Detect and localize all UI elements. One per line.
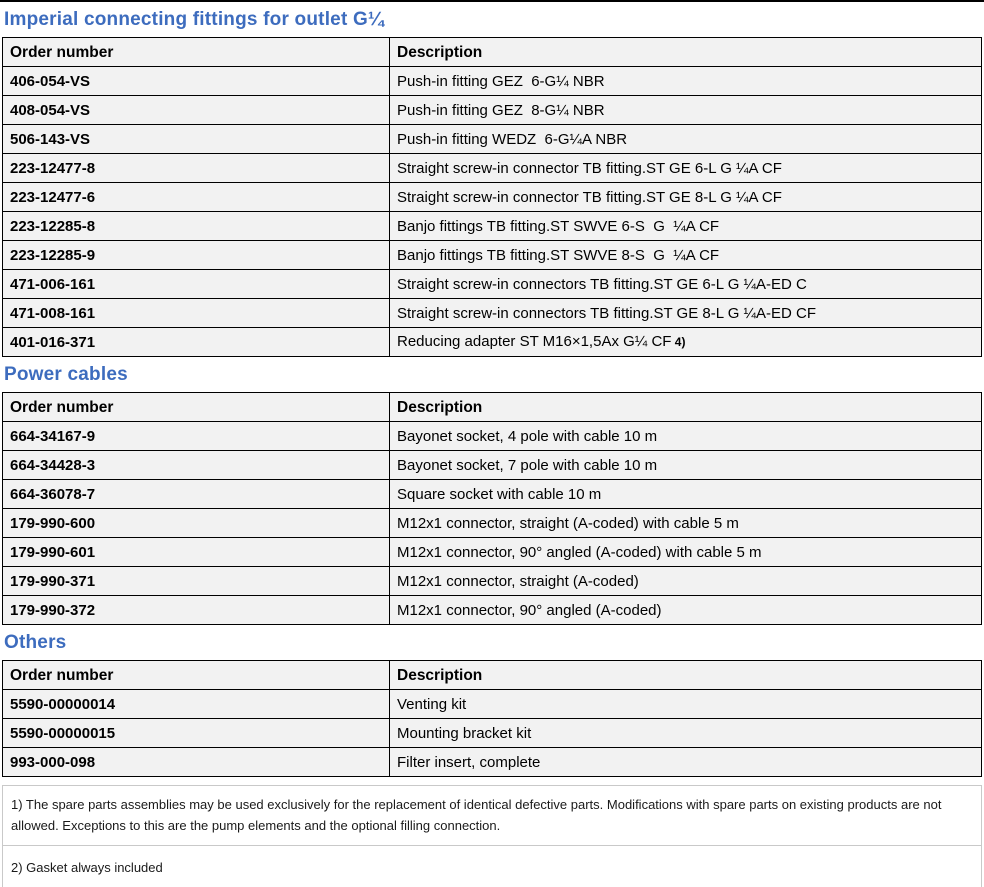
description-cell: Bayonet socket, 7 pole with cable 10 m [389,450,982,480]
description-cell: Straight screw-in connectors TB fitting.… [389,269,982,299]
order-number-cell: 993-000-098 [2,747,390,777]
description-cell: Push-in fitting GEZ 6-G¼ NBR [389,66,982,96]
section-imperial-fittings: Imperial connecting fittings for outlet … [0,9,984,357]
order-number-cell: 179-990-600 [2,508,390,538]
order-number-cell: 223-12477-6 [2,182,390,212]
table-row: 179-990-600 M12x1 connector, straight (A-… [2,508,982,538]
table-row: 406-054-VS Push-in fitting GEZ 6-G¼ NBR [2,66,982,96]
order-number-cell: 506-143-VS [2,124,390,154]
footnotes-box: 1) The spare parts assemblies may be use… [2,785,982,887]
order-number-cell: 223-12285-8 [2,211,390,241]
order-number-cell: 664-36078-7 [2,479,390,509]
description-cell: Square socket with cable 10 m [389,479,982,509]
table-row: 993-000-098 Filter insert, complete [2,747,982,777]
others-table: Order number Description 5590-00000014 Ve… [2,660,982,777]
order-number-cell: 5590-00000015 [2,718,390,748]
description-cell: Mounting bracket kit [389,718,982,748]
footnote-ref: 4) [671,335,686,349]
column-header-order-number: Order number [2,392,390,422]
order-number-cell: 408-054-VS [2,95,390,125]
column-header-order-number: Order number [2,660,390,690]
column-header-description: Description [389,37,982,67]
table-row: 5590-00000014 Venting kit [2,689,982,719]
order-number-cell: 664-34167-9 [2,421,390,451]
order-number-cell: 406-054-VS [2,66,390,96]
imperial-fittings-table: Order number Description 406-054-VS Push-… [2,37,982,357]
table-row: 223-12477-6 Straight screw-in connector T… [2,182,982,212]
table-row: 471-006-161 Straight screw-in connectors … [2,269,982,299]
table-row: 223-12285-9 Banjo fittings TB fitting.ST … [2,240,982,270]
description-cell: M12x1 connector, straight (A-coded) with… [389,508,982,538]
column-header-description: Description [389,392,982,422]
table-row: 5590-00000015 Mounting bracket kit [2,718,982,748]
table-row: 664-34428-3 Bayonet socket, 7 pole with c… [2,450,982,480]
footnote-1: 1) The spare parts assemblies may be use… [11,797,942,833]
table-row: 401-016-371 Reducing adapter ST M16×1,5Ax… [2,327,982,357]
section-title-others: Others [4,632,67,653]
description-cell: Banjo fittings TB fitting.ST SWVE 6-S G … [389,211,982,241]
table-header-row: Order number Description [2,392,982,422]
description-cell: M12x1 connector, 90° angled (A-coded) [389,595,982,625]
section-title-imperial-fittings: Imperial connecting fittings for outlet … [4,9,384,30]
order-number-cell: 179-990-372 [2,595,390,625]
section-power-cables: Power cables Order number Description 66… [0,364,984,625]
order-number-cell: 179-990-371 [2,566,390,596]
description-cell: Push-in fitting WEDZ 6-G¼A NBR [389,124,982,154]
column-header-order-number: Order number [2,37,390,67]
table-row: 179-990-371 M12x1 connector, straight (A-… [2,566,982,596]
table-header-row: Order number Description [2,660,982,690]
order-number-cell: 5590-00000014 [2,689,390,719]
order-number-cell: 664-34428-3 [2,450,390,480]
description-cell: Push-in fitting GEZ 8-G¼ NBR [389,95,982,125]
table-row: 223-12285-8 Banjo fittings TB fitting.ST … [2,211,982,241]
description-cell: M12x1 connector, straight (A-coded) [389,566,982,596]
table-row: 471-008-161 Straight screw-in connectors … [2,298,982,328]
table-row: 179-990-601 M12x1 connector, 90° angled (… [2,537,982,567]
table-row: 506-143-VS Push-in fitting WEDZ 6-G¼A NBR [2,124,982,154]
section-others: Others Order number Description 5590-000… [0,632,984,777]
order-number-cell: 401-016-371 [2,327,390,357]
order-number-cell: 471-008-161 [2,298,390,328]
description-cell: Straight screw-in connector TB fitting.S… [389,182,982,212]
description-cell: Reducing adapter ST M16×1,5Ax G¼ CF 4) [389,327,982,357]
order-number-cell: 223-12477-8 [2,153,390,183]
description-cell: Straight screw-in connectors TB fitting.… [389,298,982,328]
description-cell: Bayonet socket, 4 pole with cable 10 m [389,421,982,451]
table-row: 223-12477-8 Straight screw-in connector T… [2,153,982,183]
column-header-description: Description [389,660,982,690]
order-number-cell: 179-990-601 [2,537,390,567]
table-row: 664-36078-7 Square socket with cable 10 m [2,479,982,509]
order-number-cell: 223-12285-9 [2,240,390,270]
description-cell: Straight screw-in connector TB fitting.S… [389,153,982,183]
section-title-power-cables: Power cables [4,364,128,385]
description-cell: Filter insert, complete [389,747,982,777]
table-header-row: Order number Description [2,37,982,67]
power-cables-table: Order number Description 664-34167-9 Bayo… [2,392,982,625]
footnote-2: 2) Gasket always included [3,845,981,887]
table-row: 664-34167-9 Bayonet socket, 4 pole with c… [2,421,982,451]
order-number-cell: 471-006-161 [2,269,390,299]
table-row: 179-990-372 M12x1 connector, 90° angled (… [2,595,982,625]
table-row: 408-054-VS Push-in fitting GEZ 8-G¼ NBR [2,95,982,125]
description-cell: Venting kit [389,689,982,719]
description-cell: M12x1 connector, 90° angled (A-coded) wi… [389,537,982,567]
description-cell: Banjo fittings TB fitting.ST SWVE 8-S G … [389,240,982,270]
